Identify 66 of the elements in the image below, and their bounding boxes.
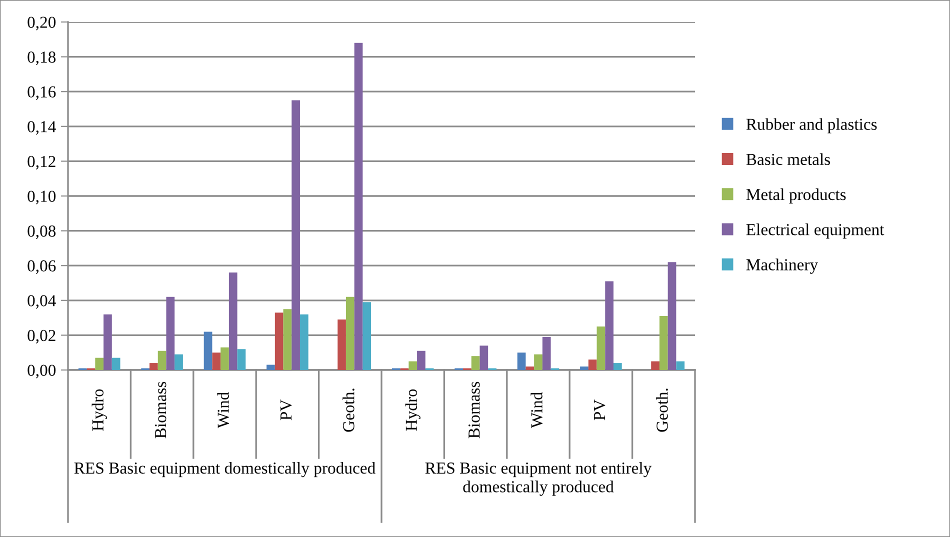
bar — [651, 361, 660, 370]
bar — [417, 350, 426, 370]
x-tick-label: Geoth. — [656, 388, 668, 432]
bar — [237, 349, 246, 370]
legend-label: Rubber and plastics — [746, 118, 877, 134]
bar — [158, 350, 166, 370]
x-tick-label: PV — [594, 400, 606, 420]
bar — [112, 358, 120, 370]
x-tick-label: Hydro — [405, 389, 420, 431]
bar — [354, 42, 363, 370]
bar — [605, 281, 614, 370]
x-tick-label: Wind — [530, 392, 543, 428]
bar — [668, 262, 676, 370]
bar — [104, 314, 112, 370]
legend-label: Machinery — [746, 258, 818, 274]
bar — [613, 363, 622, 370]
bar — [408, 361, 418, 370]
y-tick-label: 0,12 — [28, 156, 56, 170]
x-tick-label: Wind — [217, 392, 230, 428]
y-tick-label: 0,08 — [28, 226, 56, 240]
bar — [283, 309, 292, 370]
y-tick-label: 0,00 — [28, 364, 56, 378]
y-tick-label: 0,04 — [28, 295, 56, 309]
bar — [292, 100, 300, 370]
bar — [659, 316, 668, 370]
text: RES Basic equipment not entirely domestically produced — [425, 462, 652, 496]
legend-label: Electrical equipment — [746, 224, 884, 239]
text: RES Basic equipment domestically produced — [74, 462, 376, 478]
x-tick-label: Biomass — [155, 382, 166, 438]
bar — [517, 352, 526, 370]
bar — [580, 366, 588, 370]
bar — [480, 346, 488, 370]
bar — [212, 352, 221, 370]
bar — [534, 354, 542, 370]
y-tick-label: 0,14 — [28, 121, 56, 135]
y-tick-label: 0,02 — [28, 330, 56, 344]
bar — [346, 296, 354, 370]
bar — [300, 314, 308, 370]
y-tick-label: 0,10 — [28, 190, 56, 204]
bar — [588, 360, 597, 370]
bar — [204, 332, 212, 370]
legend-label: Basic metals — [746, 153, 830, 166]
bar — [174, 354, 183, 370]
x-tick-label: Geoth. — [342, 388, 354, 432]
bar — [150, 363, 158, 370]
bar — [274, 312, 284, 370]
bar — [542, 336, 551, 370]
bar — [266, 364, 275, 370]
bar — [362, 302, 372, 370]
x-tick-label: Hydro — [92, 389, 107, 431]
bar — [676, 361, 685, 370]
y-tick-label: 0,06 — [28, 260, 56, 274]
bar — [166, 296, 175, 370]
x-tick-label: Biomass — [468, 382, 480, 438]
bar — [228, 272, 238, 370]
bar — [471, 356, 480, 370]
bar — [596, 326, 606, 370]
y-tick-label: 0,16 — [28, 86, 56, 100]
bar — [95, 358, 104, 370]
x-tick-label: PV — [280, 400, 292, 420]
y-tick-label: 0,20 — [28, 16, 56, 30]
bar — [526, 366, 534, 370]
legend-label: Metal products — [746, 188, 846, 204]
y-tick-label: 0,18 — [28, 52, 56, 66]
bar — [338, 320, 346, 370]
bar — [220, 347, 229, 370]
